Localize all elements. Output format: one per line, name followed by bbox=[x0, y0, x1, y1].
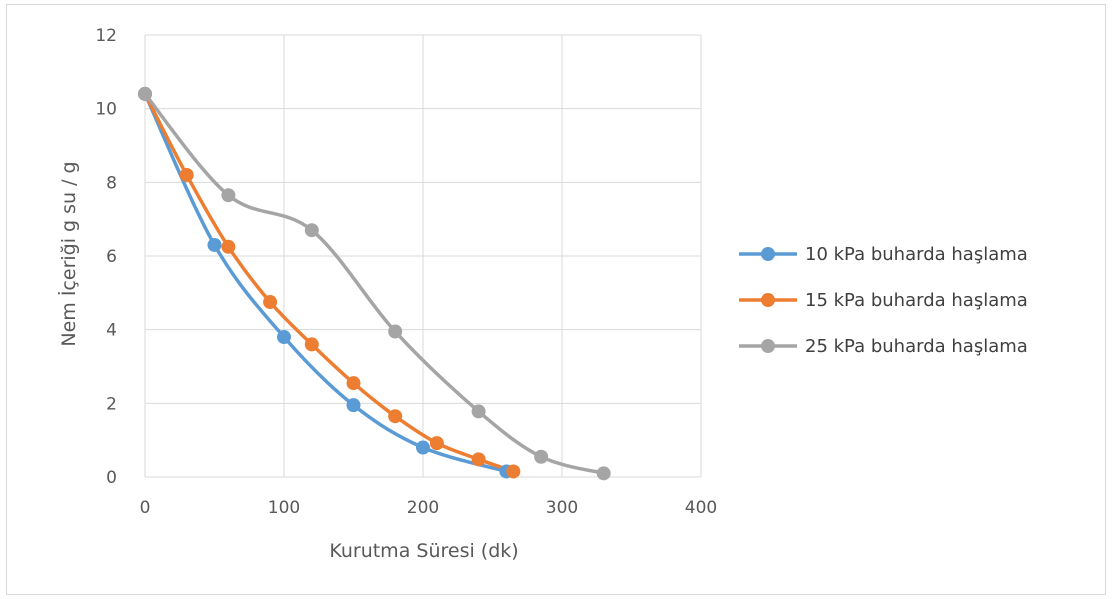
data-point-series-2 bbox=[388, 409, 403, 424]
series-line-3 bbox=[143, 92, 606, 476]
data-point-series-2 bbox=[429, 436, 444, 451]
y-tick-label: 10 bbox=[95, 100, 117, 120]
y-tick-label: 4 bbox=[106, 321, 117, 341]
series-line-2 bbox=[143, 92, 516, 474]
y-tick-label: 0 bbox=[106, 468, 117, 488]
data-point-series-1 bbox=[416, 440, 430, 455]
series-line-1 bbox=[143, 92, 509, 474]
legend: 10 kPa buharda haşlama 15 kPa buharda haş… bbox=[739, 244, 1028, 357]
data-point-series-2 bbox=[506, 464, 521, 479]
x-tick-label: 0 bbox=[140, 498, 151, 518]
x-tick-label: 300 bbox=[546, 498, 578, 518]
x-tick-label: 400 bbox=[685, 498, 717, 518]
x-tick-label: 100 bbox=[268, 498, 300, 518]
data-point-series-1 bbox=[207, 237, 222, 252]
data-point-series-1 bbox=[277, 330, 291, 345]
data-point-series-2 bbox=[304, 337, 319, 352]
data-point-series-3 bbox=[388, 324, 403, 339]
y-tick-label: 6 bbox=[106, 247, 117, 267]
gridlines bbox=[144, 34, 702, 478]
data-point-series-2 bbox=[346, 376, 361, 391]
legend-label: 25 kPa buharda haşlama bbox=[805, 336, 1028, 357]
y-axis-title: Nem İçeriği g su / g bbox=[57, 161, 80, 346]
data-point-series-2 bbox=[263, 295, 278, 310]
legend-marker bbox=[761, 339, 775, 353]
y-tick-labels: 0 2 4 6 8 10 12 bbox=[95, 26, 117, 488]
y-tick-label: 2 bbox=[106, 394, 117, 414]
series-lines bbox=[143, 92, 606, 476]
legend-label: 15 kPa buharda haşlama bbox=[805, 290, 1028, 311]
x-tick-label: 200 bbox=[407, 498, 439, 518]
data-point-series-2 bbox=[471, 452, 486, 467]
data-point-series-2 bbox=[221, 239, 236, 254]
data-point-series-3 bbox=[138, 86, 152, 101]
y-tick-label: 8 bbox=[106, 173, 117, 193]
data-point-series-3 bbox=[304, 223, 319, 238]
data-point-series-1 bbox=[346, 398, 361, 413]
legend-marker bbox=[761, 293, 775, 307]
data-point-series-2 bbox=[179, 167, 194, 182]
series-points bbox=[138, 86, 611, 481]
data-point-series-3 bbox=[471, 404, 486, 419]
data-point-series-3 bbox=[596, 466, 611, 481]
legend-label: 10 kPa buharda haşlama bbox=[805, 244, 1028, 265]
chart-frame bbox=[6, 4, 1106, 595]
x-tick-labels: 0 100 200 300 400 bbox=[140, 498, 718, 518]
y-tick-label: 12 bbox=[95, 26, 117, 46]
x-axis-title: Kurutma Süresi (dk) bbox=[329, 540, 518, 562]
data-point-series-3 bbox=[534, 449, 549, 464]
data-point-series-3 bbox=[221, 188, 236, 203]
legend-marker bbox=[761, 247, 775, 261]
